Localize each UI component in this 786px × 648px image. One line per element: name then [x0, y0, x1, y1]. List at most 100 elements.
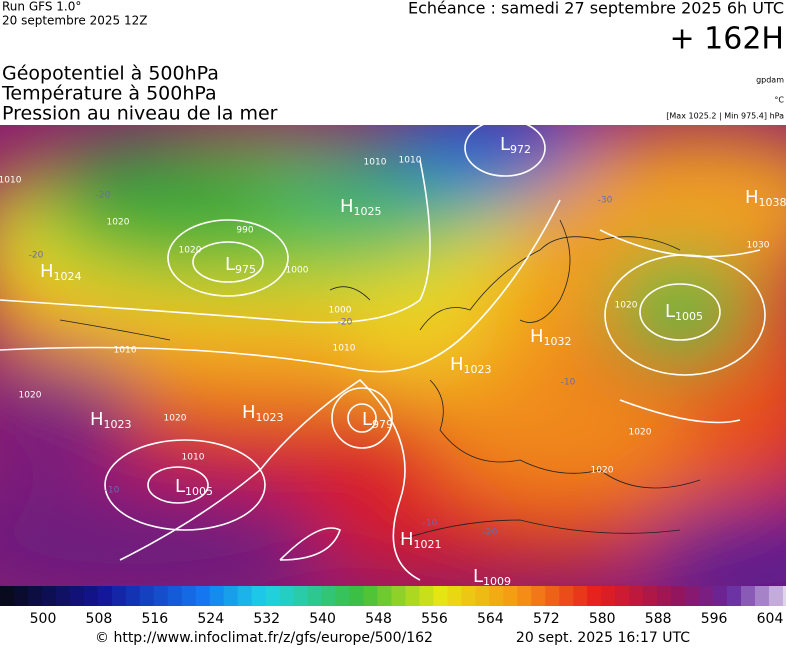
- center-value: 1023: [256, 411, 284, 424]
- center-letter: H: [340, 196, 354, 217]
- scale-swatch: [377, 586, 392, 606]
- center-letter: H: [450, 354, 464, 375]
- scale-swatch: [153, 586, 169, 606]
- pressure-center: L1005: [175, 476, 213, 498]
- valid-time: Echéance : samedi 27 septembre 2025 6h U…: [408, 0, 784, 18]
- center-letter: L: [665, 301, 675, 322]
- scale-swatch: [55, 586, 71, 606]
- scale-swatch: [293, 586, 309, 606]
- scale-swatch: [740, 586, 756, 606]
- scale-swatch: [615, 586, 630, 606]
- color-scale: 500 508 516 524 532 540 548 556 564 572 580 588 596 6…: [0, 586, 786, 627]
- center-value: 1024: [54, 270, 82, 283]
- run: Run GFS 1.0°: [2, 0, 81, 14]
- scale-swatch: [768, 586, 784, 606]
- scale-swatch: [13, 586, 29, 606]
- scale-swatch: [363, 586, 378, 606]
- center-letter: H: [90, 409, 104, 430]
- isobar-label: 1000: [329, 306, 352, 316]
- center-value: 1021: [414, 538, 442, 551]
- pressure-center: H1025: [340, 196, 382, 218]
- temperature-label: -20: [96, 191, 111, 201]
- center-letter: H: [745, 187, 759, 208]
- scale-swatch: [139, 586, 155, 606]
- scale-label: 500: [30, 611, 57, 627]
- isobar-label: 1010: [399, 156, 422, 166]
- pressure-center: L979: [362, 409, 393, 431]
- isobar-label: 1010: [364, 158, 387, 168]
- isobar-label: 990: [236, 226, 253, 236]
- scale-label: 572: [533, 611, 560, 627]
- temperature-label: -10: [105, 486, 120, 496]
- isobar-label: 1020: [19, 391, 42, 401]
- pressure-center: L1005: [665, 301, 703, 323]
- center-letter: L: [362, 409, 372, 430]
- isobar-label: 1020: [107, 218, 130, 228]
- center-letter: H: [400, 529, 414, 550]
- isobars: [0, 125, 766, 581]
- center-letter: L: [225, 254, 235, 275]
- scale-swatch: [782, 586, 786, 606]
- scale-swatch: [447, 586, 462, 606]
- scale-swatch: [307, 586, 323, 606]
- scale-swatch: [601, 586, 616, 606]
- pressure-center: H1023: [90, 409, 132, 431]
- scale-swatch: [699, 586, 714, 606]
- isobar-label: 1016: [114, 346, 137, 356]
- scale-swatch: [69, 586, 85, 606]
- center-value: 975: [235, 263, 256, 276]
- temperature-label: -20: [29, 251, 44, 261]
- center-value: 1032: [544, 335, 572, 348]
- scale-swatch: [167, 586, 183, 606]
- scale-swatch: [629, 586, 644, 606]
- scale-label: 524: [197, 611, 224, 627]
- scale-swatch: [321, 586, 337, 606]
- scale-swatch: [0, 586, 15, 606]
- run-date: 20 septembre 2025 12Z: [2, 14, 147, 28]
- scale-label: 548: [365, 611, 392, 627]
- scale-label: 588: [645, 611, 672, 627]
- isobar-label: 1020: [615, 301, 638, 311]
- isobar-label: 1020: [629, 428, 652, 438]
- scale-swatch: [251, 586, 267, 606]
- temperature-label: -10: [561, 378, 576, 388]
- pressure-center: H1023: [450, 354, 492, 376]
- scale-swatch: [181, 586, 197, 606]
- scale-label: 508: [86, 611, 113, 627]
- scale-swatch: [195, 586, 211, 606]
- scale-swatch: [643, 586, 658, 606]
- scale-swatch: [97, 586, 113, 606]
- map: [0, 125, 786, 586]
- scale-swatch: [405, 586, 420, 606]
- generated-date: 20 sept. 2025 16:17 UTC: [516, 630, 690, 646]
- temperature-label: -20: [483, 528, 498, 538]
- scale-label: 604: [757, 611, 784, 627]
- scale-label: 556: [421, 611, 448, 627]
- scale-swatch: [489, 586, 504, 606]
- scale-swatch: [41, 586, 57, 606]
- scale-label: 516: [141, 611, 168, 627]
- lead-time: + 162H: [670, 22, 785, 57]
- scale-label: 564: [477, 611, 504, 627]
- scale-swatch: [279, 586, 295, 606]
- center-letter: L: [473, 566, 483, 587]
- scale-swatch: [335, 586, 351, 606]
- temperature-label: -20: [338, 318, 353, 328]
- isobar-label: 1020: [164, 414, 187, 424]
- scale-swatch: [349, 586, 364, 606]
- pressure-centers: H1024L975H1025L972H1038L1005H1032H1023H1…: [40, 134, 786, 588]
- pressure-center: H1032: [530, 326, 572, 348]
- scale-label: 596: [701, 611, 728, 627]
- isobar-label: 1000: [286, 266, 309, 276]
- pressure-center: H1024: [40, 261, 82, 283]
- scale-swatch: [531, 586, 546, 606]
- title: Géopotentiel à 500hPa: [2, 63, 219, 85]
- scale-label: 540: [309, 611, 336, 627]
- scale-swatch: [587, 586, 602, 606]
- scale-swatch: [657, 586, 672, 606]
- scale-swatch: [671, 586, 686, 606]
- scale-swatch: [83, 586, 99, 606]
- scale-swatch: [265, 586, 281, 606]
- temperature-label: -30: [598, 196, 613, 206]
- isobar-label: 1010: [0, 176, 22, 186]
